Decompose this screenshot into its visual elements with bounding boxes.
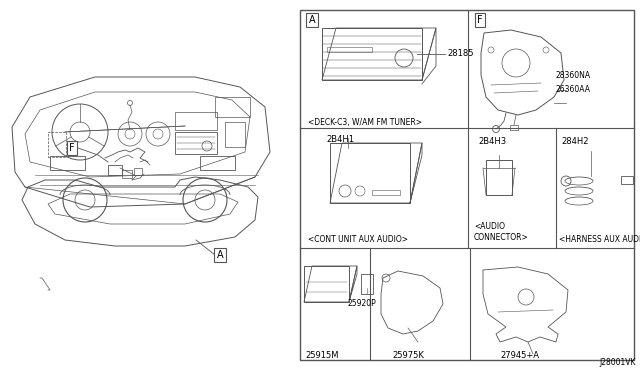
Bar xyxy=(304,266,349,302)
Bar xyxy=(175,132,217,154)
Text: F: F xyxy=(477,15,483,25)
Bar xyxy=(200,156,235,170)
Text: <HARNESS AUX AUDIO>: <HARNESS AUX AUDIO> xyxy=(559,235,640,244)
Text: <CONT UNIT AUX AUDIO>: <CONT UNIT AUX AUDIO> xyxy=(308,235,408,244)
Bar xyxy=(372,190,400,195)
Bar xyxy=(225,122,245,147)
Bar xyxy=(510,125,518,130)
Text: 2B4H1: 2B4H1 xyxy=(326,135,354,144)
Text: 26360AA: 26360AA xyxy=(556,86,591,94)
Bar xyxy=(361,274,373,294)
Bar xyxy=(134,168,142,175)
Bar xyxy=(50,156,85,170)
Bar xyxy=(621,176,633,184)
Bar xyxy=(48,132,66,157)
Text: <AUDIO
CONNECTOR>: <AUDIO CONNECTOR> xyxy=(474,222,529,242)
Bar xyxy=(122,170,132,178)
Text: 27945+A: 27945+A xyxy=(500,350,539,359)
Bar xyxy=(486,160,512,195)
Text: <DECK-C3, W/AM FM TUNER>: <DECK-C3, W/AM FM TUNER> xyxy=(308,118,422,126)
Text: 25975K: 25975K xyxy=(392,350,424,359)
Text: 25920P: 25920P xyxy=(348,298,377,308)
Bar xyxy=(330,143,410,203)
Bar xyxy=(300,10,634,360)
Text: J28001VK: J28001VK xyxy=(600,358,636,367)
Text: F: F xyxy=(69,143,75,153)
Text: 2B4H3: 2B4H3 xyxy=(478,138,506,147)
Bar xyxy=(108,165,122,175)
Bar xyxy=(175,112,217,130)
Bar xyxy=(327,47,372,52)
Bar xyxy=(215,97,250,117)
Text: 284H2: 284H2 xyxy=(561,138,589,147)
Bar xyxy=(322,28,422,80)
Text: 28185: 28185 xyxy=(447,49,474,58)
Text: 28360NA: 28360NA xyxy=(556,71,591,80)
Text: A: A xyxy=(308,15,316,25)
Text: A: A xyxy=(217,250,223,260)
Text: 25915M: 25915M xyxy=(305,350,339,359)
